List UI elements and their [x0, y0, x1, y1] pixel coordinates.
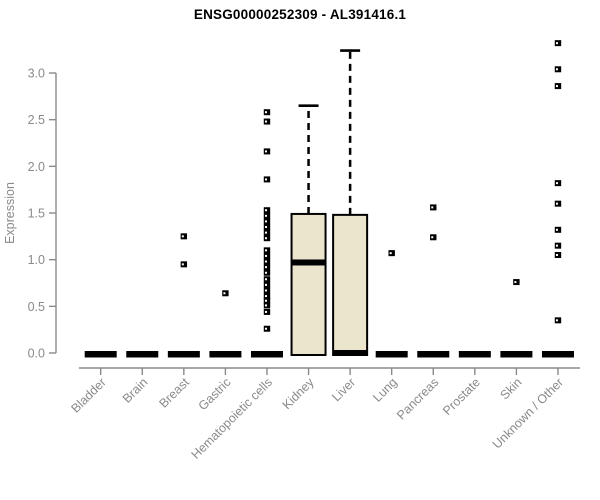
zero-bar — [417, 351, 450, 358]
boxplot-pancreas — [417, 204, 450, 358]
outlier-point-center — [223, 292, 226, 295]
outlier-point-center — [555, 182, 558, 185]
outlier-point-center — [264, 120, 267, 123]
outlier-point-center — [264, 299, 267, 302]
outlier-point-center — [264, 260, 267, 263]
outlier-point-center — [555, 319, 558, 322]
x-tick-label-bladder: Bladder — [68, 375, 108, 415]
outlier-point-center — [264, 295, 267, 298]
median-line — [333, 350, 368, 356]
outlier-point-center — [555, 68, 558, 71]
zero-bar — [126, 351, 159, 358]
outlier-point-center — [555, 42, 558, 45]
outlier-point-center — [555, 244, 558, 247]
outlier-point-center — [264, 111, 267, 114]
outlier-point-center — [264, 289, 267, 292]
outlier-point-center — [264, 304, 267, 307]
outlier-point-center — [555, 228, 558, 231]
y-tick-label: 1.0 — [28, 253, 45, 267]
x-tick-label-hematopoietic-cells: Hematopoietic cells — [189, 375, 276, 462]
outlier-point-center — [431, 206, 434, 209]
outlier-point-center — [264, 150, 267, 153]
outlier-point-center — [264, 214, 267, 217]
boxplot-skin — [500, 279, 533, 358]
outlier-point — [554, 180, 562, 187]
zero-bar — [167, 351, 200, 358]
outlier-point — [554, 40, 562, 47]
outlier-point-center — [514, 281, 517, 284]
outlier-point — [554, 242, 562, 249]
boxplot-bladder — [84, 351, 117, 358]
outlier-point-center — [264, 266, 267, 269]
outlier-point — [554, 226, 562, 233]
x-tick-label-gastric: Gastric — [196, 375, 234, 413]
outlier-point-center — [264, 271, 267, 274]
x-tick-label-unknown-other: Unknown / Other — [490, 375, 566, 451]
outlier-point-center — [264, 283, 267, 286]
outlier-point-center — [264, 178, 267, 181]
box — [332, 213, 369, 356]
outlier-point-center — [555, 254, 558, 257]
outlier-point-center — [264, 209, 267, 212]
outlier-point-center — [181, 263, 184, 266]
x-tick-label-kidney: Kidney — [280, 375, 317, 412]
x-tick-label-skin: Skin — [497, 375, 524, 402]
outlier-point-center — [181, 235, 184, 238]
median-line — [291, 259, 326, 266]
boxplot-prostate — [458, 351, 491, 358]
outlier-point-center — [431, 236, 434, 239]
outlier-point-center — [264, 327, 267, 330]
boxplot-liver — [332, 49, 369, 356]
outlier-point-center — [264, 237, 267, 240]
chart-title: ENSG00000252309 - AL391416.1 — [193, 7, 407, 22]
outlier-point-center — [555, 202, 558, 205]
outlier-point — [554, 200, 562, 207]
boxplot-gastric — [209, 290, 242, 358]
boxplot-brain — [126, 351, 159, 358]
zero-bar — [500, 351, 533, 358]
x-tick-label-lung: Lung — [370, 375, 400, 405]
x-tick-label-pancreas: Pancreas — [394, 375, 441, 422]
outlier-point — [554, 66, 562, 73]
boxplot-unknown-other — [541, 40, 574, 358]
zero-bar — [375, 351, 408, 358]
zero-bar — [541, 351, 574, 358]
outlier-point-center — [264, 220, 267, 223]
boxplot-breast — [167, 233, 200, 358]
outlier-point-center — [264, 254, 267, 257]
y-tick-label: 0.0 — [28, 347, 45, 361]
boxplot-lung — [375, 250, 408, 358]
outlier-point-center — [264, 278, 267, 281]
y-tick-label: 0.5 — [28, 300, 45, 314]
zero-bar — [458, 351, 491, 358]
outlier-point — [554, 83, 562, 90]
x-tick-label-prostate: Prostate — [440, 375, 483, 418]
y-tick-label: 2.0 — [28, 160, 45, 174]
outlier-point-center — [264, 310, 267, 313]
boxplot-kidney — [290, 104, 327, 356]
box — [290, 212, 327, 356]
x-tick-label-liver: Liver — [329, 375, 358, 404]
outlier-point-center — [264, 226, 267, 229]
y-axis-title: Expression — [3, 182, 17, 244]
outlier-point-center — [555, 85, 558, 88]
y-tick-label: 1.5 — [28, 207, 45, 221]
y-tick-label: 3.0 — [28, 67, 45, 81]
boxplot-hematopoietic-cells — [250, 109, 283, 358]
zero-bar — [209, 351, 242, 358]
y-tick-label: 2.5 — [28, 113, 45, 127]
zero-bar — [84, 351, 117, 358]
outlier-point-center — [389, 252, 392, 255]
zero-bar — [250, 351, 283, 358]
outlier-point — [554, 252, 562, 259]
outlier-point-center — [264, 249, 267, 252]
outlier-point-center — [264, 231, 267, 234]
x-tick-label-breast: Breast — [157, 375, 193, 411]
outlier-point — [554, 317, 562, 324]
x-tick-label-brain: Brain — [120, 375, 151, 406]
